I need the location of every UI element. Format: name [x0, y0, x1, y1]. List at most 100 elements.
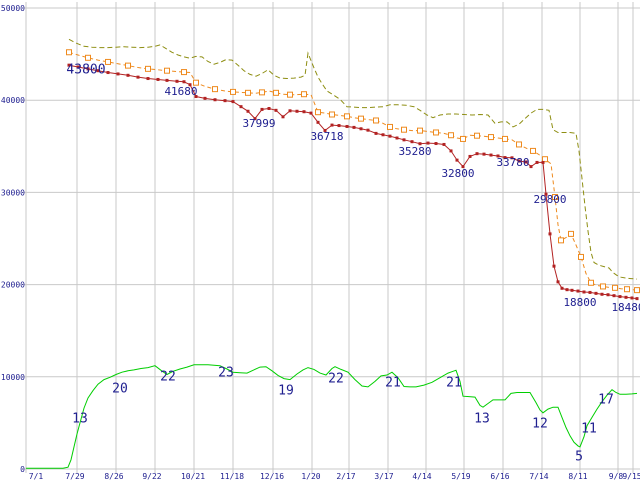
x-axis-label: 5/19	[451, 472, 470, 480]
x-axis-label: 7/1	[29, 472, 44, 480]
data-marker	[410, 140, 414, 144]
data-marker	[330, 123, 334, 127]
data-marker	[358, 115, 364, 122]
data-marker	[288, 109, 292, 113]
x-axis-label: 2/17	[336, 472, 355, 480]
data-marker	[212, 86, 218, 93]
data-marker	[582, 290, 586, 294]
data-marker	[213, 98, 217, 102]
data-marker	[175, 79, 179, 83]
data-marker	[181, 69, 187, 76]
data-label: 11	[581, 421, 597, 436]
data-marker	[542, 156, 548, 163]
series-line-green-solid	[26, 364, 638, 469]
data-label: 22	[160, 369, 176, 384]
series-layer	[26, 38, 640, 469]
data-marker	[588, 279, 594, 286]
data-marker	[281, 115, 285, 119]
y-axis-label: 40000	[1, 96, 25, 105]
data-label: 17	[598, 392, 614, 407]
data-marker	[145, 65, 151, 72]
data-label: 20	[112, 381, 128, 396]
data-marker	[67, 63, 71, 67]
data-marker	[635, 297, 639, 301]
data-marker	[301, 91, 307, 98]
data-marker	[489, 153, 493, 157]
data-marker	[125, 62, 131, 69]
data-marker	[203, 96, 207, 100]
data-marker	[552, 194, 558, 201]
data-marker	[182, 80, 186, 84]
data-label: 23	[218, 365, 234, 380]
data-label: 36718	[310, 130, 343, 143]
data-marker	[85, 54, 91, 61]
data-label: 19	[278, 383, 294, 398]
y-axis-label: 10000	[1, 373, 25, 382]
data-marker	[352, 125, 356, 129]
x-axis-label: 4/14	[412, 472, 431, 480]
data-marker	[624, 286, 630, 293]
data-marker	[106, 71, 110, 75]
data-marker	[402, 138, 406, 142]
data-marker	[475, 152, 479, 156]
x-axis-label: 7/14	[529, 472, 548, 480]
data-marker	[541, 160, 545, 164]
series-orange-dashed	[66, 49, 640, 294]
data-marker	[524, 160, 528, 164]
data-marker	[558, 237, 564, 244]
data-label: 21	[385, 375, 401, 390]
x-axis-label: 6/16	[490, 472, 509, 480]
data-marker	[223, 99, 227, 103]
data-marker	[488, 134, 494, 141]
data-label: 5	[575, 449, 583, 464]
data-marker	[461, 165, 465, 169]
data-marker	[442, 142, 446, 146]
data-marker	[556, 280, 560, 284]
data-marker	[482, 152, 486, 156]
data-marker	[302, 110, 306, 114]
data-marker	[606, 293, 610, 297]
data-marker	[401, 126, 407, 133]
data-marker	[230, 88, 236, 95]
data-marker	[426, 141, 430, 145]
data-marker	[449, 149, 453, 153]
x-axis-label: 12/16	[260, 472, 284, 480]
data-marker	[496, 154, 500, 158]
data-marker	[578, 253, 584, 260]
data-label: 29800	[533, 193, 566, 206]
data-marker	[359, 127, 363, 131]
data-marker	[253, 117, 257, 121]
series-olive-dashed	[68, 38, 638, 280]
y-axis-label: 0	[20, 465, 25, 474]
data-marker	[535, 160, 539, 164]
series-line-olive-dashed	[68, 38, 638, 280]
data-marker	[530, 147, 536, 154]
data-label: 41680	[164, 85, 197, 98]
data-label: 32800	[441, 167, 474, 180]
data-marker	[239, 105, 243, 109]
x-axis-label: 8/11	[568, 472, 587, 480]
x-axis-label: 9/15	[622, 472, 640, 480]
x-axis-label: 1/20	[301, 472, 320, 480]
data-marker	[434, 142, 438, 146]
data-marker	[76, 65, 80, 69]
x-axis-label: 11/18	[220, 472, 244, 480]
data-marker	[146, 77, 150, 81]
data-marker	[96, 69, 100, 73]
data-marker	[387, 123, 393, 130]
data-label: 22	[328, 371, 344, 386]
data-marker	[381, 133, 385, 137]
data-label: 35280	[398, 145, 431, 158]
data-marker	[433, 129, 439, 136]
data-marker	[576, 289, 580, 293]
data-marker	[136, 75, 140, 79]
x-axis-label: 10/21	[181, 472, 205, 480]
data-marker	[329, 111, 335, 118]
data-marker	[502, 135, 508, 142]
data-marker	[395, 136, 399, 140]
data-marker	[274, 108, 278, 112]
y-axis-label: 30000	[1, 188, 25, 197]
data-marker	[594, 291, 598, 295]
